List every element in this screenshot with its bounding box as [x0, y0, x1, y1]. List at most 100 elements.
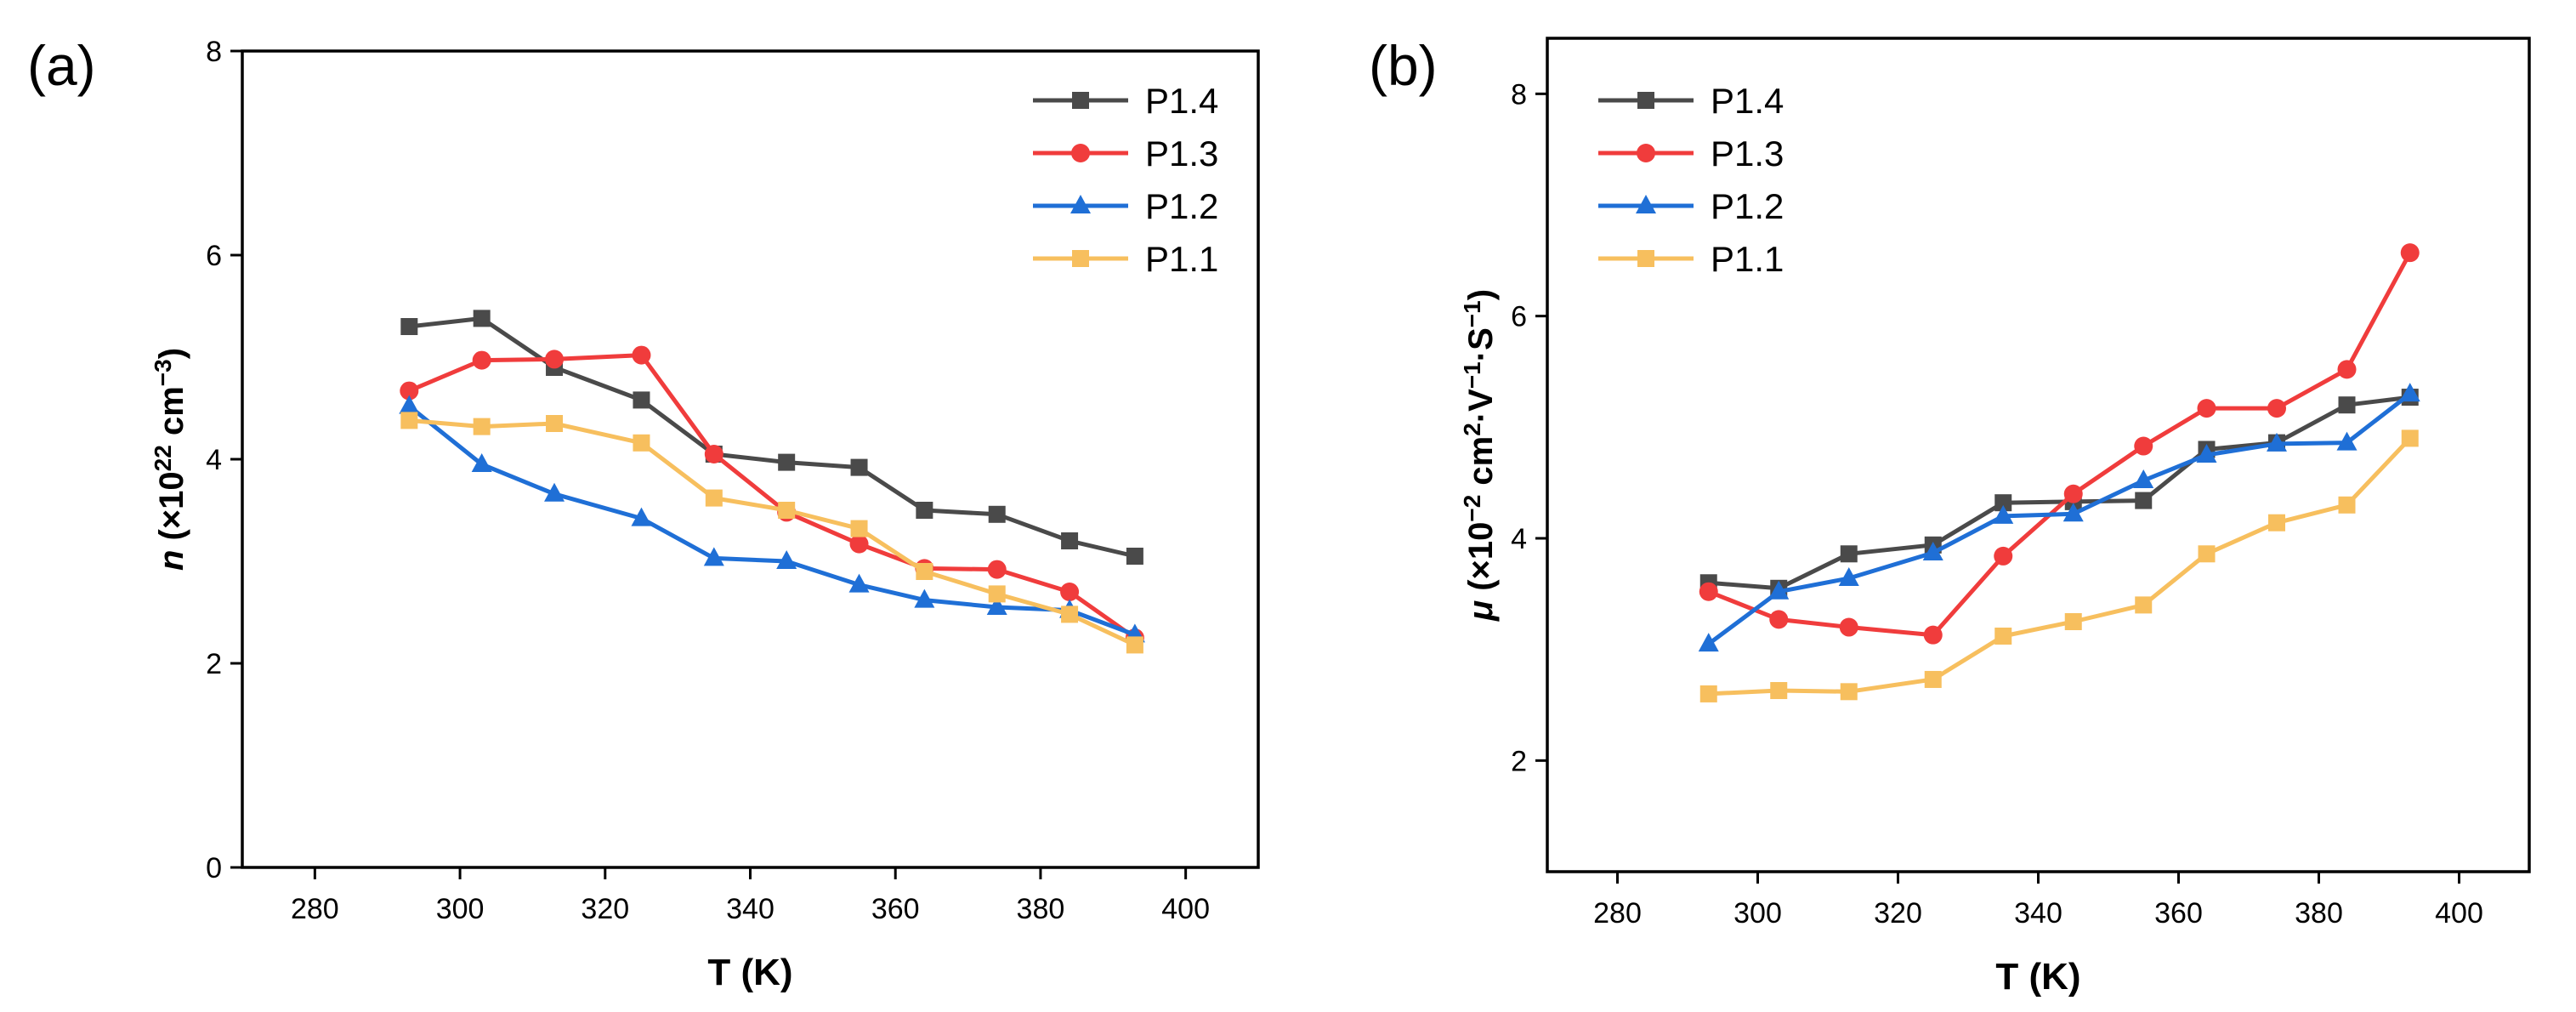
data-point — [2267, 399, 2286, 418]
data-point — [916, 563, 933, 580]
x-tick-label: 340 — [726, 893, 775, 925]
data-point — [1840, 683, 1858, 701]
data-point — [2399, 383, 2420, 402]
data-point — [849, 534, 869, 554]
series-P1.4 — [1699, 389, 2419, 597]
data-point — [633, 391, 650, 409]
legend-label: P1.2 — [1711, 186, 1784, 226]
data-point — [2337, 360, 2357, 379]
data-point — [400, 412, 418, 429]
data-point — [400, 381, 419, 401]
legend-marker — [1637, 92, 1654, 109]
data-point — [632, 345, 651, 365]
data-point — [546, 415, 564, 432]
plot-frame — [1546, 37, 2531, 873]
data-point — [1126, 548, 1143, 565]
x-tick-label: 380 — [1017, 893, 1065, 925]
legend-entry-P1.1: P1.1 — [1033, 239, 1218, 279]
data-point — [473, 310, 491, 327]
series-line — [408, 353, 1137, 640]
data-point — [1994, 546, 2013, 566]
data-point — [1922, 541, 1943, 560]
legend-marker — [1072, 92, 1089, 109]
legend-marker — [1071, 144, 1090, 162]
data-point — [988, 585, 1006, 603]
chart-panel-a: (a) 280 300 320 340 360 380 400 0 2 4 6 8 T (K) n (×10… — [27, 34, 1260, 993]
legend-marker — [1637, 250, 1654, 267]
data-point — [2133, 469, 2154, 489]
data-point — [2198, 545, 2216, 563]
x-tick-label: 280 — [291, 893, 339, 925]
data-point — [2336, 431, 2358, 451]
data-point — [1699, 685, 1717, 702]
data-point — [1061, 605, 1079, 623]
series-line — [1708, 436, 2412, 696]
x-axis-label: T (K) — [707, 952, 792, 993]
series-P1.1 — [400, 412, 1143, 654]
data-point — [1994, 494, 2012, 512]
legend-marker — [1070, 195, 1091, 213]
data-point — [472, 350, 491, 370]
data-point — [473, 418, 491, 435]
data-point — [2401, 429, 2419, 447]
series-line — [409, 418, 1136, 647]
legend-entry-P1.2: P1.2 — [1033, 186, 1218, 226]
panel-label: (b) — [1369, 34, 1438, 97]
data-point — [399, 395, 420, 414]
data-point — [986, 596, 1007, 615]
x-axis-label: T (K) — [1995, 956, 2080, 998]
legend-label: P1.1 — [1711, 239, 1784, 279]
y-tick-label: 4 — [206, 444, 222, 476]
x-tick-label: 400 — [1161, 893, 1210, 925]
legend-label: P1.3 — [1711, 134, 1784, 173]
legend-entry-P1.3: P1.3 — [1033, 134, 1218, 173]
data-point — [1769, 610, 1789, 629]
data-point — [544, 482, 565, 502]
data-point — [2134, 436, 2153, 456]
data-point — [2135, 596, 2153, 614]
x-tick-label: 320 — [581, 893, 629, 925]
data-point — [2063, 484, 2083, 503]
data-point — [778, 453, 796, 471]
data-point — [914, 588, 935, 608]
x-tick-label: 360 — [871, 893, 920, 925]
y-axis-label: n (×1022 cm−3) — [150, 348, 190, 571]
x-tick-label: 300 — [1733, 897, 1782, 930]
y-tick-label: 4 — [1511, 523, 1527, 555]
data-point — [776, 550, 797, 569]
legend-label: P1.4 — [1145, 81, 1218, 121]
data-point — [545, 350, 565, 369]
data-point — [703, 547, 724, 566]
data-point — [471, 453, 492, 472]
legend-entry-P1.2: P1.2 — [1598, 186, 1784, 226]
series-P1.2 — [1698, 383, 2420, 652]
data-point — [2196, 444, 2217, 463]
legend-entry-P1.3: P1.3 — [1598, 134, 1784, 173]
data-point — [1698, 633, 1719, 652]
data-point — [1839, 617, 1858, 637]
data-point — [1993, 504, 2014, 524]
data-point — [1924, 670, 1942, 688]
data-point — [705, 489, 723, 507]
data-point — [704, 445, 723, 463]
y-tick-label: 2 — [206, 648, 222, 680]
data-point — [850, 520, 868, 537]
chart-panel-b: (b) 280 300 320 340 360 380 400 2 4 6 8 T (K) μ (×10−… — [1369, 34, 2531, 998]
data-point — [988, 505, 1006, 523]
data-point — [2338, 496, 2356, 514]
x-tick-label: 360 — [2154, 897, 2203, 930]
series-P1.3 — [1699, 243, 2420, 645]
y-tick-label: 6 — [206, 240, 222, 272]
data-point — [1994, 627, 2012, 645]
legend-entry-P1.4: P1.4 — [1598, 81, 1784, 121]
data-point — [778, 502, 796, 519]
data-point — [400, 318, 418, 335]
legend-label: P1.1 — [1145, 239, 1218, 279]
data-point — [1061, 532, 1079, 549]
x-tick-label: 280 — [1593, 897, 1642, 930]
series-P1.4 — [400, 310, 1143, 565]
panel-label: (a) — [27, 34, 96, 97]
data-point — [2338, 396, 2356, 414]
y-tick-label: 8 — [206, 36, 222, 68]
legend-label: P1.3 — [1145, 134, 1218, 173]
